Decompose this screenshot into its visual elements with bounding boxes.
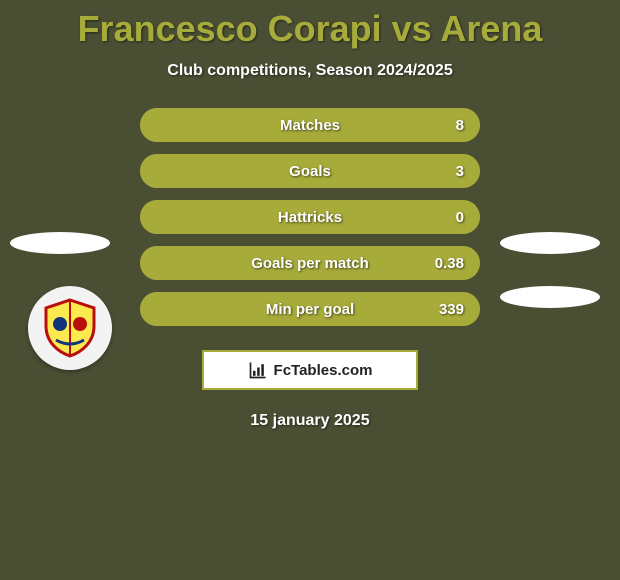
bar-text: Goals 3 (140, 154, 480, 188)
bar-text: Goals per match 0.38 (140, 246, 480, 280)
shield-icon (38, 296, 102, 360)
stat-label: Goals (289, 163, 331, 180)
bar-text: Hattricks 0 (140, 200, 480, 234)
stat-label: Matches (280, 117, 340, 134)
stat-value: 339 (439, 301, 464, 318)
page-root: Francesco Corapi vs Arena Club competiti… (0, 0, 620, 580)
fctables-badge: FcTables.com (202, 350, 418, 390)
date-label: 15 january 2025 (0, 412, 620, 430)
stat-label: Min per goal (266, 301, 354, 318)
subtitle: Club competitions, Season 2024/2025 (0, 62, 620, 80)
decorative-ellipse-left (10, 232, 110, 254)
fctables-label: FcTables.com (274, 362, 373, 379)
stat-label: Goals per match (251, 255, 369, 272)
bar-text: Matches 8 (140, 108, 480, 142)
stat-row: Goals 3 (140, 154, 480, 188)
decorative-ellipse-right-top (500, 232, 600, 254)
bar-text: Min per goal 339 (140, 292, 480, 326)
stat-value: 0 (456, 209, 464, 226)
page-title: Francesco Corapi vs Arena (0, 0, 620, 50)
stat-row: Hattricks 0 (140, 200, 480, 234)
stat-row: Min per goal 339 (140, 292, 480, 326)
stat-value: 8 (456, 117, 464, 134)
decorative-ellipse-right-bottom (500, 286, 600, 308)
stat-label: Hattricks (278, 209, 342, 226)
club-badge (28, 286, 112, 370)
stat-row: Matches 8 (140, 108, 480, 142)
stat-row: Goals per match 0.38 (140, 246, 480, 280)
content-area: Matches 8 Goals 3 Hattricks 0 Goals per match 0… (0, 108, 620, 430)
stat-bars: Matches 8 Goals 3 Hattricks 0 Goals per match 0… (140, 108, 480, 326)
bar-chart-icon (248, 360, 268, 380)
stat-value: 0.38 (435, 255, 464, 272)
stat-value: 3 (456, 163, 464, 180)
